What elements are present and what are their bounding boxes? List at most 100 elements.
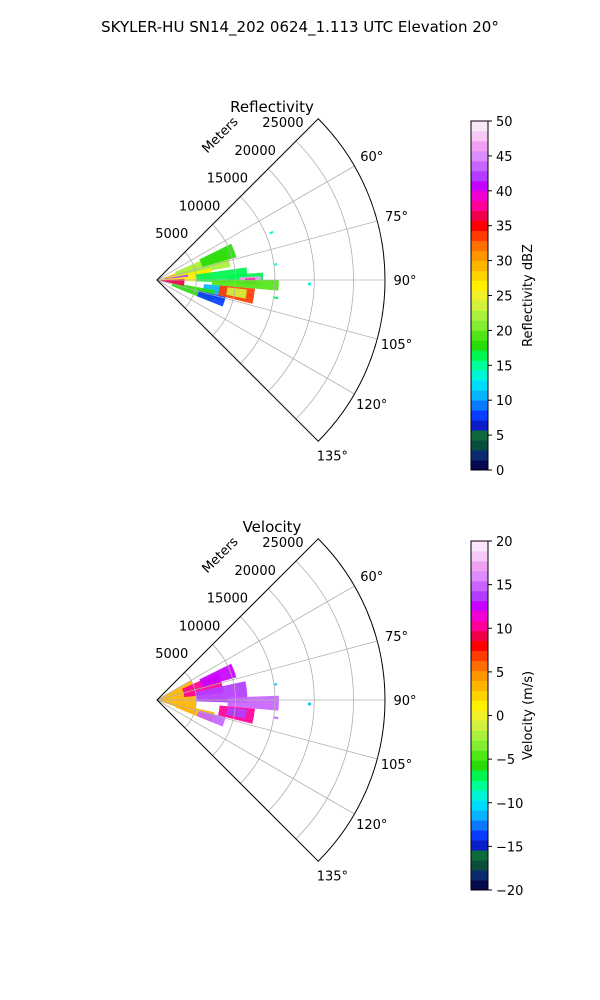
echo-cell-18 (273, 296, 279, 300)
echo-cell-17 (307, 282, 312, 286)
colorbar-swatch (471, 840, 488, 851)
colorbar-tick-label: −5 (496, 753, 515, 768)
sector-frame (156, 538, 386, 862)
azimuth-gridline-4 (156, 699, 355, 815)
colorbar-swatch (471, 440, 488, 451)
range-tick-label: 20000 (235, 144, 276, 159)
echo-cell-8 (197, 710, 226, 727)
colorbar-swatch (471, 280, 488, 291)
azimuth-tick-label: 90° (393, 274, 416, 289)
colorbar-swatch (471, 250, 488, 261)
velocity-panel: Velocity500010000150002000025000Meters60… (155, 518, 536, 899)
azimuth-tick-label: 60° (360, 150, 383, 165)
colorbar-swatch (471, 600, 488, 612)
colorbar-swatch (471, 170, 488, 182)
range-tick-label: 10000 (179, 199, 220, 214)
colorbar-swatch (471, 541, 488, 552)
range-tick-label: 5000 (155, 647, 188, 662)
range-tick-label: 20000 (235, 564, 276, 579)
reflectivity-panel: Reflectivity500010000150002000025000Mete… (155, 98, 536, 479)
echo-cell-6 (226, 707, 247, 719)
range-tick-label: 15000 (207, 592, 248, 607)
azimuth-gridline-0 (156, 585, 355, 701)
colorbar-swatch (471, 270, 488, 281)
colorbar-swatch (471, 570, 488, 582)
sector-frame (156, 118, 386, 442)
range-tick-label: 15000 (207, 172, 248, 187)
azimuth-gridline-1 (156, 220, 378, 281)
azimuth-tick-label: 75° (385, 630, 408, 645)
colorbar-swatch (471, 870, 488, 881)
colorbar-swatch (471, 730, 488, 741)
colorbar-swatch (471, 230, 488, 242)
echo-cell-4 (227, 695, 279, 711)
colorbar-swatch (471, 880, 488, 891)
azimuth-gridline-3 (156, 699, 378, 760)
colorbar-tick-label: 0 (496, 710, 504, 725)
colorbar-swatch (471, 200, 488, 212)
range-tick-label: 25000 (262, 116, 303, 131)
colorbar-swatch (471, 810, 488, 821)
colorbar-tick-label: 10 (496, 622, 513, 637)
colorbar-swatch (471, 580, 488, 592)
colorbar-swatch (471, 780, 488, 791)
colorbar-swatch (471, 610, 488, 622)
azimuth-tick-label: 105° (381, 338, 412, 353)
colorbar-swatch (471, 130, 488, 142)
echo-cell-9 (273, 683, 278, 686)
colorbar-swatch (471, 850, 488, 861)
azimuth-tick-label: 105° (381, 758, 412, 773)
azimuth-tick-label: 90° (393, 694, 416, 709)
colorbar-swatch (471, 860, 488, 871)
range-tick-label: 10000 (179, 619, 220, 634)
panel-title: Velocity (243, 518, 302, 536)
colorbar-swatch (471, 770, 488, 781)
colorbar-swatch (471, 150, 488, 162)
colorbar-tick-label: 20 (496, 324, 513, 339)
colorbar-swatch (471, 630, 488, 642)
colorbar-swatch (471, 400, 488, 411)
colorbar-tick-label: 15 (496, 359, 513, 374)
azimuth-tick-label: 120° (356, 818, 387, 833)
colorbar-swatch (471, 240, 488, 252)
colorbar-swatch (471, 790, 488, 801)
colorbar-tick-label: −20 (496, 884, 523, 899)
colorbar-tick-label: 35 (496, 220, 513, 235)
azimuth-tick-label: 60° (360, 570, 383, 585)
echo-cell-10 (307, 702, 312, 706)
colorbar-swatch (471, 121, 488, 132)
colorbar-tick-label: 5 (496, 429, 504, 444)
colorbar-tick-label: −10 (496, 797, 523, 812)
colorbar-swatch (471, 660, 488, 672)
colorbar-swatch (471, 820, 488, 831)
colorbar-label: Reflectivity dBZ (521, 244, 536, 347)
colorbar-swatch (471, 640, 488, 652)
colorbar-tick-label: 5 (496, 666, 504, 681)
colorbar-swatch (471, 380, 488, 391)
colorbar-swatch (471, 420, 488, 431)
colorbar-swatch (471, 550, 488, 562)
colorbar-tick-label: 30 (496, 255, 513, 270)
colorbar-swatch (471, 410, 488, 421)
azimuth-tick-label: 135° (317, 869, 348, 884)
colorbar-tick-label: 0 (496, 464, 504, 479)
colorbar-swatch (471, 740, 488, 751)
echo-cell-2 (199, 243, 237, 267)
azimuth-tick-label: 120° (356, 398, 387, 413)
colorbar-swatch (471, 590, 488, 602)
colorbar-swatch (471, 290, 488, 301)
echo-cell-11 (273, 716, 279, 720)
colorbar-swatch (471, 140, 488, 152)
colorbar-swatch (471, 460, 488, 471)
colorbar-swatch (471, 830, 488, 841)
colorbar-swatch (471, 670, 488, 681)
azimuth-gridline-0 (156, 165, 355, 281)
colorbar-swatch (471, 430, 488, 441)
colorbar-swatch (471, 330, 488, 341)
colorbar-tick-label: −15 (496, 840, 523, 855)
colorbar-swatch (471, 760, 488, 771)
echo-cell-11 (226, 287, 247, 299)
colorbar-tick-label: 10 (496, 394, 513, 409)
colorbar-swatch (471, 720, 488, 731)
